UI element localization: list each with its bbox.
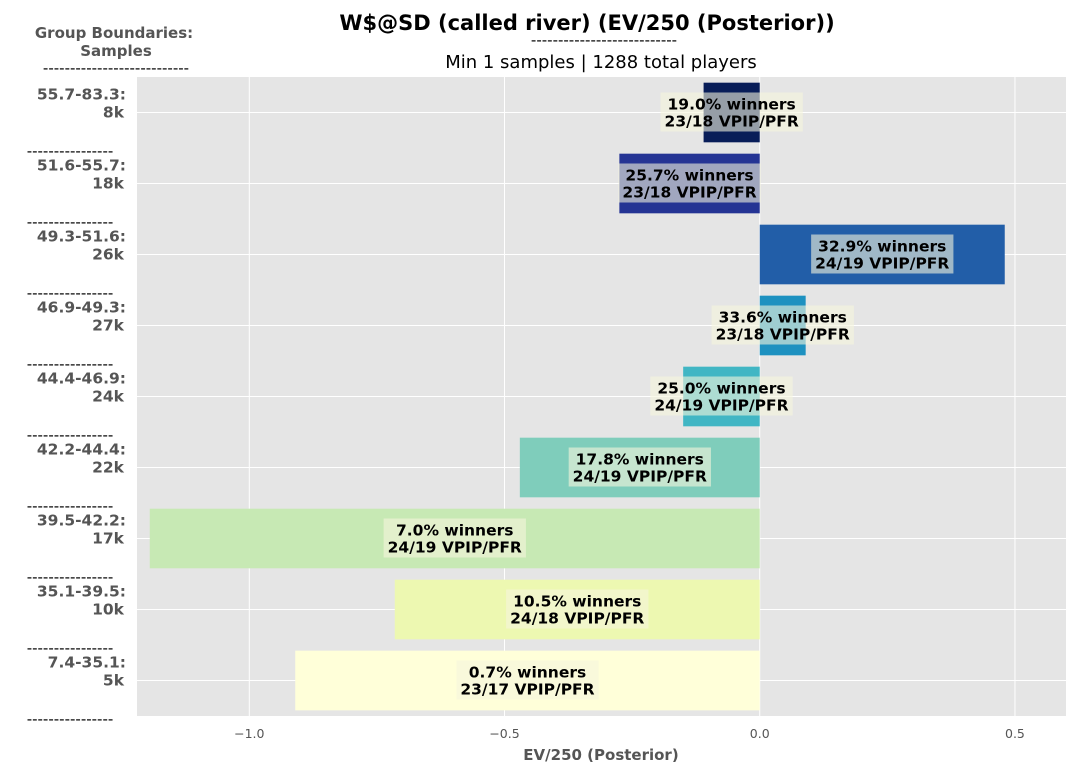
bar-label-box <box>506 589 649 629</box>
group-separator: ---------------- <box>27 568 114 586</box>
group-samples-label: 5k <box>103 672 125 690</box>
group-labels: 55.7-83.3:8k 51.6-55.7:18k 49.3-51.6:26k 46… <box>27 86 126 729</box>
bar-label-box <box>618 163 761 203</box>
group-range-label: 46.9-49.3: <box>37 299 126 317</box>
bar-winners-label: 10.5% winners <box>513 593 641 611</box>
group-range-label: 35.1-39.5: <box>37 583 126 601</box>
bar-vpip-pfr-label: 23/18 VPIP/PFR <box>622 184 756 202</box>
group-separator: ---------------- <box>27 639 114 657</box>
bar-vpip-pfr-label: 24/19 VPIP/PFR <box>388 539 522 557</box>
bar-winners-label: 25.0% winners <box>657 380 785 398</box>
boundaries-header-line1: Group Boundaries: <box>35 24 193 42</box>
x-tick-label: −1.0 <box>234 726 264 741</box>
group-samples-label: 10k <box>92 601 125 619</box>
group-samples-label: 8k <box>103 104 125 122</box>
x-tick-label: −0.5 <box>489 726 519 741</box>
group-range-label: 51.6-55.7: <box>37 157 126 175</box>
group-range-label: 42.2-44.4: <box>37 441 126 459</box>
title-underline: --------------------------- <box>531 31 677 49</box>
bar-label-box <box>568 447 711 487</box>
bar-winners-label: 0.7% winners <box>469 664 586 682</box>
group-separator: ---------------- <box>27 355 114 373</box>
group-separator: ---------------- <box>27 710 114 728</box>
x-axis-label: EV/250 (Posterior) <box>523 746 678 764</box>
group-samples-label: 26k <box>92 246 125 264</box>
bar-winners-label: 33.6% winners <box>719 309 847 327</box>
x-ticks: −1.0 −0.5 0.0 0.5 <box>234 726 1025 741</box>
bar-vpip-pfr-label: 24/19 VPIP/PFR <box>815 255 949 273</box>
group-range-label: 7.4-35.1: <box>48 654 126 672</box>
boundaries-header-line2: Samples <box>80 42 152 60</box>
bar-vpip-pfr-label: 23/17 VPIP/PFR <box>460 681 594 699</box>
group-samples-label: 27k <box>92 317 125 335</box>
chart-title: W$@SD (called river) (EV/250 (Posterior)… <box>339 11 834 35</box>
bar-winners-label: 25.7% winners <box>625 167 753 185</box>
group-samples-label: 24k <box>92 388 125 406</box>
bar-winners-label: 19.0% winners <box>668 96 796 114</box>
bar-vpip-pfr-label: 24/18 VPIP/PFR <box>510 610 644 628</box>
group-samples-label: 17k <box>92 530 125 548</box>
x-tick-label: 0.5 <box>1005 726 1025 741</box>
bar-vpip-pfr-label: 24/19 VPIP/PFR <box>654 397 788 415</box>
group-separator: ---------------- <box>27 213 114 231</box>
group-range-label: 44.4-46.9: <box>37 370 126 388</box>
bar-label-box <box>660 92 803 132</box>
bar-winners-label: 32.9% winners <box>818 238 946 256</box>
group-range-label: 49.3-51.6: <box>37 228 126 246</box>
group-samples-label: 18k <box>92 175 125 193</box>
group-range-label: 39.5-42.2: <box>37 512 126 530</box>
chart-subtitle: Min 1 samples | 1288 total players <box>445 52 757 73</box>
bar-label-box <box>650 376 793 416</box>
bar-label-box <box>456 660 599 700</box>
bar-winners-label: 17.8% winners <box>576 451 704 469</box>
group-range-label: 55.7-83.3: <box>37 86 126 104</box>
group-separator: ---------------- <box>27 284 114 302</box>
bar-vpip-pfr-label: 24/19 VPIP/PFR <box>573 468 707 486</box>
bar-label-box <box>711 305 854 345</box>
bar-vpip-pfr-label: 23/18 VPIP/PFR <box>716 326 850 344</box>
group-separator: ---------------- <box>27 426 114 444</box>
group-samples-label: 22k <box>92 459 125 477</box>
group-separator: ---------------- <box>27 142 114 160</box>
bar-winners-label: 7.0% winners <box>396 522 513 540</box>
bar-label-box <box>383 518 526 558</box>
bar-vpip-pfr-label: 23/18 VPIP/PFR <box>665 113 799 131</box>
group-separator: ---------------- <box>27 497 114 515</box>
boundaries-header-underline: --------------------------- <box>43 59 189 77</box>
x-tick-label: 0.0 <box>750 726 770 741</box>
bar-label-box <box>811 234 954 274</box>
